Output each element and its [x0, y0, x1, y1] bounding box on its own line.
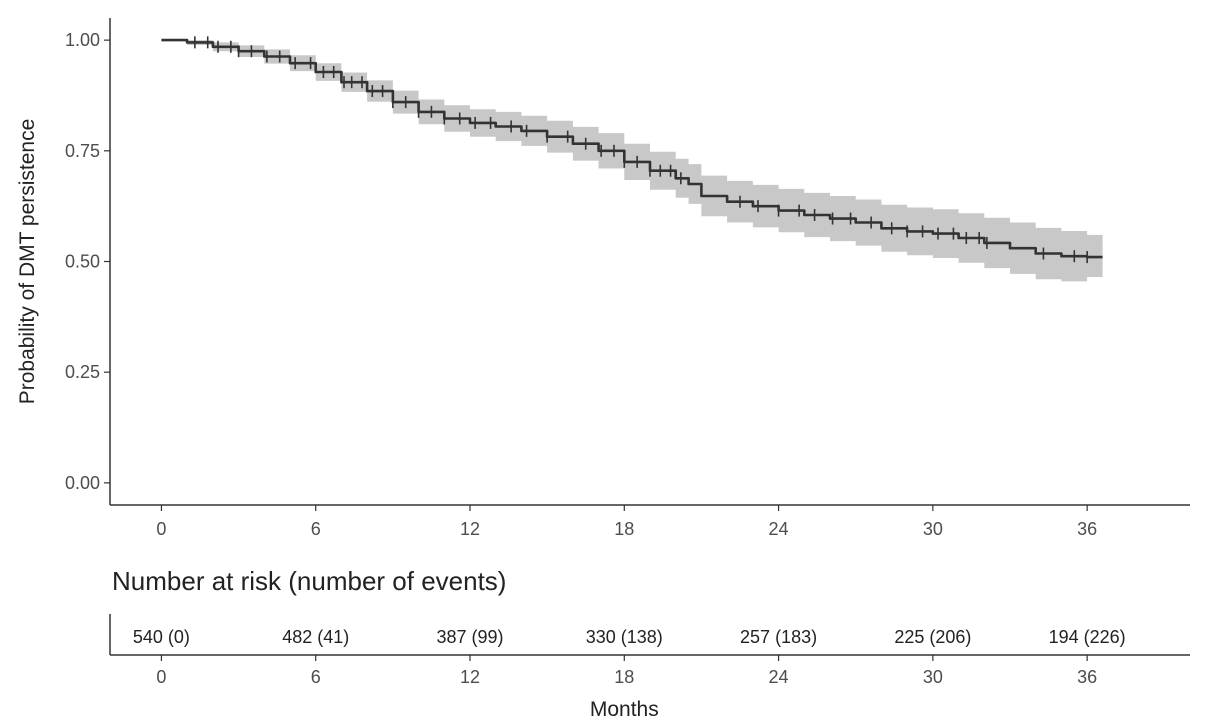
- x-tick-label: 24: [769, 519, 789, 539]
- x-tick-label: 30: [923, 519, 943, 539]
- risk-table-x-ticks: 0 6 12 18 24 30 36: [156, 655, 1097, 687]
- y-tick-label: 0.50: [65, 252, 100, 272]
- x-tick-label: 18: [614, 519, 634, 539]
- risk-count-label: 257 (183): [740, 627, 817, 647]
- x-tick-label: 36: [1077, 519, 1097, 539]
- y-tick-label: 0.25: [65, 362, 100, 382]
- x-tick-label: 0: [156, 519, 166, 539]
- y-tick-label: 0.75: [65, 141, 100, 161]
- risk-table-x-axis-title: Months: [590, 698, 659, 721]
- risk-table-title: Number at risk (number of events): [112, 566, 506, 596]
- risk-count-label: 194 (226): [1049, 627, 1126, 647]
- risk-count-label: 387 (99): [436, 627, 503, 647]
- y-tick-label: 0.00: [65, 473, 100, 493]
- x-axis-ticks: 0 6 12 18 24 30 36: [156, 505, 1097, 539]
- y-tick-label: 1.00: [65, 30, 100, 50]
- x-tick-label: 12: [460, 519, 480, 539]
- risk-table: Number at risk (number of events) 540 (0…: [109, 566, 1190, 721]
- risk-x-tick-label: 30: [923, 667, 943, 687]
- y-axis-title: Probability of DMT persistence: [16, 119, 39, 405]
- risk-x-tick-label: 24: [769, 667, 789, 687]
- y-axis-ticks: 0.00 0.25 0.50 0.75 1.00: [65, 30, 110, 493]
- risk-table-axes: [109, 614, 1190, 656]
- risk-count-label: 330 (138): [586, 627, 663, 647]
- risk-x-tick-label: 18: [614, 667, 634, 687]
- risk-count-label: 225 (206): [894, 627, 971, 647]
- censor-marks-layer: [194, 36, 1088, 264]
- risk-x-tick-label: 0: [156, 667, 166, 687]
- risk-x-tick-label: 36: [1077, 667, 1097, 687]
- x-tick-label: 6: [311, 519, 321, 539]
- risk-x-tick-label: 6: [311, 667, 321, 687]
- risk-count-label: 540 (0): [133, 627, 190, 647]
- risk-x-tick-label: 12: [460, 667, 480, 687]
- risk-table-values: 540 (0) 482 (41) 387 (99) 330 (138) 257 (183…: [133, 627, 1126, 647]
- risk-count-label: 482 (41): [282, 627, 349, 647]
- survival-plot-area: 0.00 0.25 0.50 0.75 1.00 0 6 12 18 24 30 36 Probab…: [16, 18, 1190, 539]
